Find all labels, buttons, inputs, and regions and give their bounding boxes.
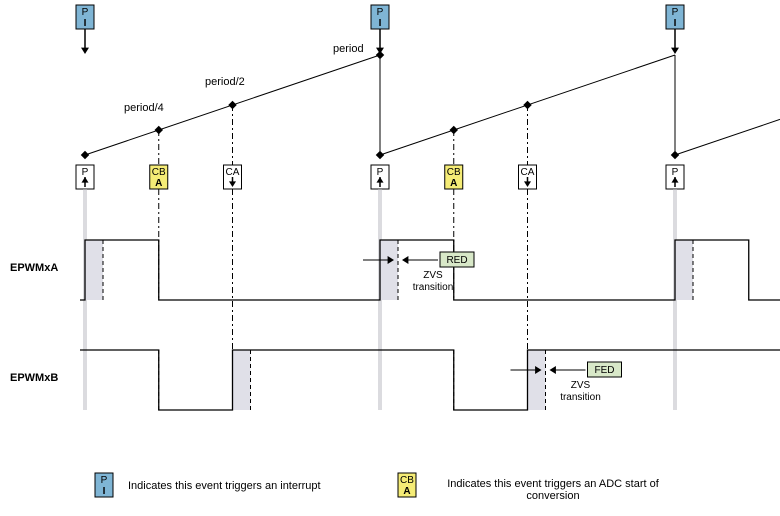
svg-text:CB: CB [152,167,166,178]
svg-text:CA: CA [521,167,535,178]
svg-text:P: P [672,7,679,18]
svg-text:A: A [155,178,162,189]
svg-text:transition: transition [560,392,601,403]
svg-text:P: P [82,167,89,178]
svg-text:ZVS: ZVS [423,270,443,281]
legend-cb-text: Indicates this event triggers an ADC sta… [438,478,668,502]
svg-text:FED: FED [595,365,615,376]
epwmxb-label: EPWMxB [10,372,58,384]
period-quarter-label: period/4 [124,102,164,114]
period-half-label: period/2 [205,76,245,88]
svg-text:ZVS: ZVS [571,380,591,391]
svg-text:P: P [377,167,384,178]
svg-text:RED: RED [446,255,467,266]
svg-text:P: P [672,167,679,178]
svg-text:I: I [379,18,382,29]
svg-text:P: P [82,7,89,18]
svg-text:CA: CA [226,167,240,178]
svg-text:I: I [84,18,87,29]
svg-text:transition: transition [413,282,454,293]
epwmxa-label: EPWMxA [10,262,58,274]
svg-text:P: P [377,7,384,18]
period-label: period [333,43,364,55]
legend-p-text: Indicates this event triggers an interru… [128,480,321,492]
svg-text:A: A [450,178,457,189]
svg-text:CB: CB [447,167,461,178]
svg-text:I: I [674,18,677,29]
